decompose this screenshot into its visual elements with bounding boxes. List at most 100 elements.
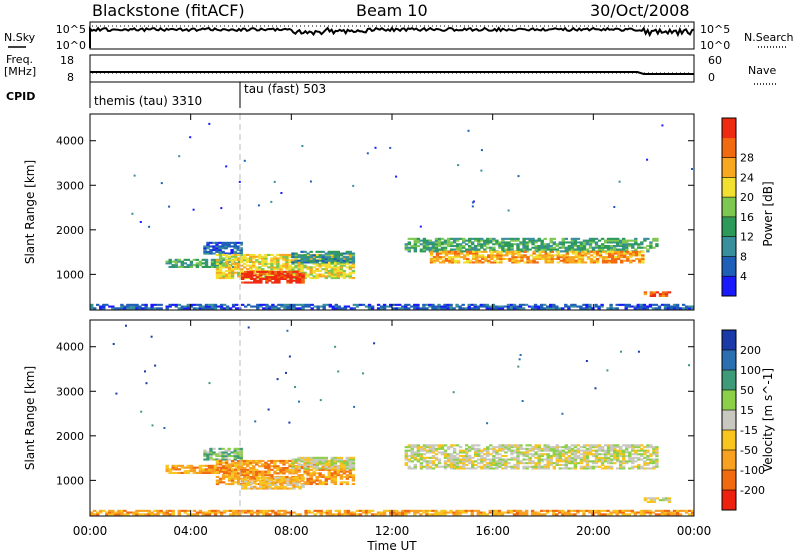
scatter-cell (108, 511, 112, 514)
scatter-cell (215, 475, 220, 478)
scatter-cell (165, 513, 169, 516)
scatter-cell (559, 259, 563, 262)
scatter-cell (441, 259, 446, 262)
scatter-cell (267, 474, 271, 477)
scatter-cell (189, 264, 194, 267)
scatter-cell (203, 451, 207, 454)
scatter-cell (507, 248, 511, 251)
scatter-cell (237, 479, 241, 482)
scatter-cell (328, 305, 332, 308)
scatter-cell (463, 256, 467, 259)
scatter-cell (567, 462, 572, 465)
scatter-cell (312, 481, 316, 484)
scatter-cell (276, 459, 280, 462)
scatter-cell (285, 264, 289, 267)
scatter-cell (240, 465, 244, 468)
colorbar-swatch (722, 276, 736, 297)
scatter-cell (291, 458, 295, 461)
scatter-cell (255, 472, 259, 475)
scatter-cell (649, 453, 653, 456)
scatter-cell (537, 248, 541, 251)
scatter-cell (230, 475, 235, 478)
scatter-cell (452, 391, 455, 394)
scatter-cell (306, 462, 310, 465)
noise-left-label: N.Sky (4, 31, 36, 44)
scatter-cell (321, 465, 325, 468)
scatter-cell (526, 259, 530, 262)
scatter-cell (348, 467, 353, 470)
scatter-cell (324, 266, 328, 269)
scatter-cell (494, 509, 499, 512)
scatter-cell (620, 254, 624, 257)
scatter-cell (489, 241, 493, 244)
scatter-cell (324, 462, 328, 465)
scatter-cell (277, 276, 281, 279)
scatter-cell (407, 248, 411, 251)
scatter-cell (642, 509, 647, 512)
scatter-cell (351, 479, 356, 482)
scatter-cell (231, 303, 236, 306)
colorbar-tick-label: 4 (740, 270, 747, 283)
scatter-cell (589, 259, 594, 262)
scatter-cell (192, 470, 197, 473)
scatter-cell (382, 511, 387, 514)
scatter-cell (471, 243, 475, 246)
scatter-cell (615, 511, 619, 514)
scatter-cell (282, 255, 286, 258)
scatter-cell (518, 358, 521, 361)
scatter-cell (230, 273, 235, 276)
scatter-cell (452, 460, 457, 463)
scatter-cell (234, 463, 238, 466)
scatter-cell (622, 246, 626, 249)
scatter-cell (538, 254, 542, 257)
scatter-cell (407, 465, 411, 468)
scatter-cell (319, 305, 323, 308)
scatter-cell (123, 513, 127, 516)
scatter-cell (525, 447, 529, 450)
scatter-cell (635, 252, 639, 255)
scatter-cell (392, 303, 396, 306)
scatter-cell (327, 259, 331, 262)
scatter-cell (613, 245, 617, 248)
scatter-cell (351, 266, 356, 269)
scatter-cell (618, 509, 622, 512)
scatter-cell (503, 511, 508, 514)
scatter-cell (192, 303, 197, 306)
scatter-cell (437, 307, 441, 310)
scatter-cell (582, 456, 587, 459)
scatter-cell (600, 458, 605, 461)
scatter-cell (449, 303, 453, 306)
scatter-cell (629, 254, 633, 257)
scatter-cell (410, 453, 414, 456)
scatter-cell (216, 264, 221, 267)
scatter-cell (537, 467, 541, 470)
scatter-cell (622, 465, 626, 468)
scatter-cell (395, 175, 398, 178)
scatter-cell (303, 481, 307, 484)
scatter-cell (309, 254, 313, 257)
scatter-cell (258, 472, 262, 475)
scatter-cell (280, 192, 283, 194)
scatter-cell (611, 261, 615, 264)
scatter-cell (537, 465, 541, 468)
scatter-cell (351, 259, 356, 262)
scatter-cell (279, 467, 283, 470)
scatter-cell (614, 261, 618, 264)
scatter-cell (658, 294, 663, 297)
scatter-cell (588, 467, 593, 470)
scatter-cell (623, 252, 627, 255)
scatter-cell (486, 453, 490, 456)
scatter-cell (518, 513, 523, 516)
freq-tick-bottom: 8 (67, 71, 74, 84)
scatter-cell (618, 511, 622, 514)
scatter-cell (422, 449, 427, 452)
scatter-cell (477, 237, 481, 240)
scatter-cell (252, 257, 256, 260)
scatter-cell (450, 261, 455, 264)
scatter-cell (585, 360, 588, 362)
scatter-cell (285, 262, 289, 265)
scatter-cell (236, 456, 240, 459)
colorbar-swatch (722, 370, 736, 391)
scatter-cell (461, 307, 465, 310)
scatter-cell (249, 459, 253, 462)
